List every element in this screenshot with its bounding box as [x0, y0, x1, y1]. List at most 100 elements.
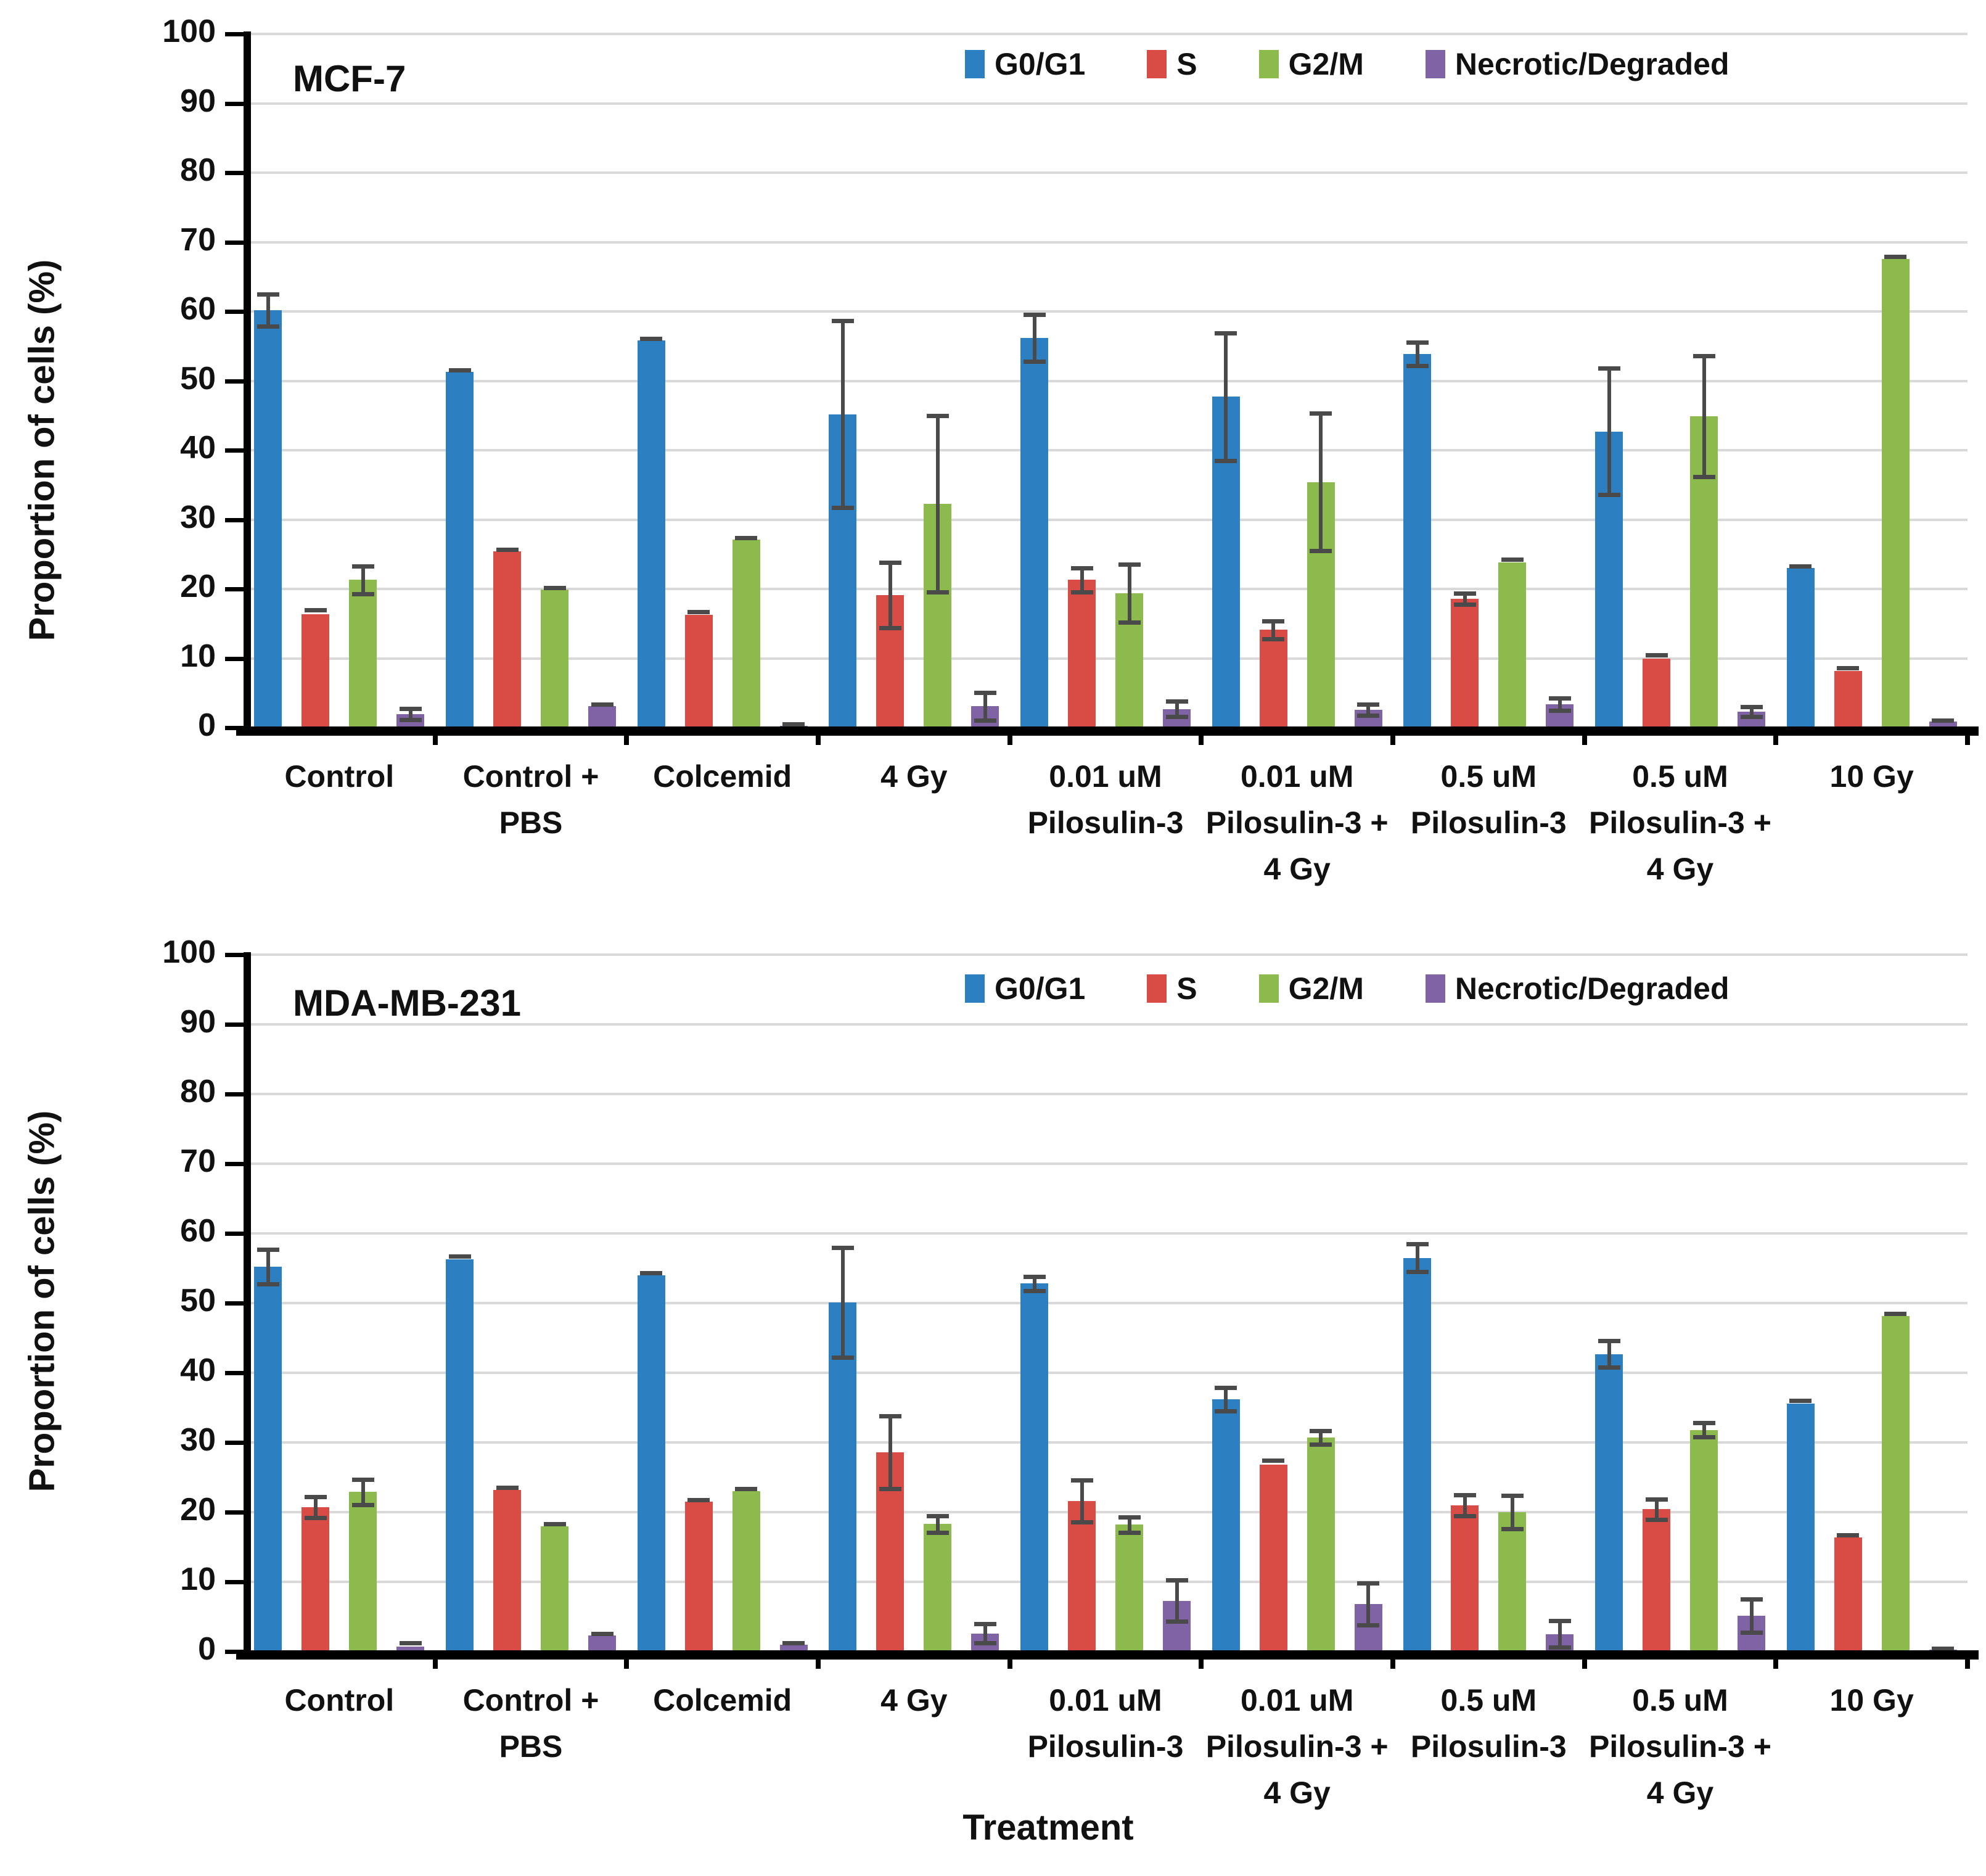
error-cap-bottom — [1357, 713, 1380, 718]
error-line — [1415, 1243, 1419, 1272]
gridline-20 — [244, 1511, 1968, 1513]
category-label-0-5-um-pilosulin-3-4-gy: 0.5 uM Pilosulin-3 + 4 Gy — [1589, 759, 1771, 886]
error-line — [1271, 620, 1276, 639]
error-cap-top — [687, 610, 710, 615]
bar-g0-g1-colcemid — [637, 340, 665, 728]
category-label-control: Control — [284, 1683, 395, 1718]
category-label-4-gy: 4 Gy — [880, 759, 948, 794]
error-line — [935, 415, 940, 592]
bar-g0-g1-control — [254, 310, 282, 728]
error-line — [1080, 568, 1084, 592]
category-label-0-5-um-pilosulin-3: 0.5 uM Pilosulin-3 — [1410, 1683, 1567, 1764]
category-label-0-01-um-pilosulin-3: 0.01 uM Pilosulin-3 — [1027, 759, 1184, 840]
error-cap-bottom — [831, 506, 854, 511]
x-tick-3 — [816, 1652, 821, 1669]
error-cap-bottom — [879, 626, 901, 630]
error-cap-top — [735, 535, 758, 540]
error-cap-bottom — [1023, 1288, 1046, 1293]
error-cap-top — [640, 1271, 663, 1276]
y-tick-100 — [225, 953, 244, 957]
error-cap-bottom — [926, 590, 949, 594]
y-axis-title-bottom: Proportion of cells (%) — [22, 1110, 62, 1492]
error-line — [408, 708, 412, 720]
error-cap-bottom — [1693, 1434, 1715, 1439]
error-line — [1032, 1277, 1036, 1291]
x-tick-7 — [1582, 728, 1587, 745]
error-cap-bottom — [879, 1486, 901, 1491]
x-tick-4 — [1007, 728, 1012, 745]
error-line — [361, 566, 365, 594]
error-cap-bottom — [1406, 363, 1429, 368]
error-line — [1032, 314, 1036, 361]
error-cap-bottom — [1453, 602, 1476, 607]
error-line — [1224, 1387, 1228, 1412]
y-tick-80 — [225, 171, 244, 175]
y-axis-title-top: Proportion of cells (%) — [22, 259, 62, 641]
error-line — [1224, 332, 1228, 461]
category-label-0-01-um-pilosulin-3-4-gy: 0.01 uM Pilosulin-3 + 4 Gy — [1205, 759, 1389, 886]
y-tick-label-90: 90 — [180, 83, 216, 119]
error-line — [1175, 1579, 1179, 1622]
gridline-10 — [244, 657, 1968, 660]
error-cap-bottom — [351, 591, 374, 596]
chart-mcf7: 0 10 20 30 40 50 60 70 80 90 100 Control Control + P… — [0, 0, 1986, 925]
error-cap-bottom — [1453, 1513, 1476, 1518]
category-label-0-01-um-pilosulin-3: 0.01 uM Pilosulin-3 — [1027, 1683, 1184, 1764]
gridline-60 — [244, 310, 1968, 313]
error-line — [1702, 1423, 1706, 1437]
error-cap-top — [1837, 666, 1860, 671]
y-tick-10 — [225, 656, 244, 661]
bar-g2-m-10-gy — [1881, 258, 1910, 728]
category-label-colcemid: Colcemid — [653, 1683, 792, 1718]
error-cap-top — [1501, 557, 1524, 562]
legend-swatch-necrotic-degraded-icon — [1425, 50, 1445, 78]
legend-swatch-g0-g1-icon — [965, 50, 985, 78]
gridline-90 — [244, 1023, 1968, 1026]
error-cap-top — [448, 1254, 471, 1259]
category-label-control: Control — [284, 759, 395, 794]
bar-necrotic-degraded-10-gy — [1929, 721, 1957, 728]
category-label-0-01-um-pilosulin-3-4-gy: 0.01 uM Pilosulin-3 + 4 Gy — [1205, 1683, 1389, 1810]
gridline-60 — [244, 1232, 1968, 1235]
error-line — [266, 1249, 270, 1285]
legend-item-g2-m: G2/M — [1258, 971, 1364, 1006]
category-label-4-gy: 4 Gy — [880, 1683, 948, 1718]
gridline-80 — [244, 171, 1968, 174]
error-line — [1175, 701, 1179, 717]
bar-s-colcemid — [684, 614, 713, 728]
y-tick-label-40: 40 — [180, 1352, 216, 1388]
bar-g0-g1-colcemid — [637, 1275, 665, 1652]
y-tick-60 — [225, 310, 244, 314]
x-tick-6 — [1390, 728, 1395, 745]
legend-mcf-7: G0/G1 S G2/M Necrotic/Degraded — [965, 46, 1730, 82]
error-cap-top — [1789, 1399, 1812, 1404]
y-tick-label-80: 80 — [180, 152, 216, 188]
category-label-10-gy: 10 Gy — [1829, 759, 1914, 794]
error-line — [1749, 1599, 1754, 1633]
gridline-30 — [244, 518, 1968, 521]
error-cap-top — [1262, 1458, 1285, 1463]
error-cap-bottom — [926, 1530, 949, 1535]
error-cap-bottom — [1501, 1527, 1524, 1532]
error-cap-top — [399, 1641, 422, 1646]
y-tick-label-30: 30 — [180, 499, 216, 535]
bar-necrotic-degraded-colcemid — [779, 1644, 808, 1652]
error-cap-bottom — [974, 1641, 996, 1646]
error-line — [1319, 413, 1323, 551]
error-line — [1557, 697, 1562, 710]
bar-g2-m-10-gy — [1881, 1316, 1910, 1652]
legend-label-s: S — [1176, 971, 1197, 1006]
bar-s-0-01-um-pilosulin-3-4-gy — [1259, 1465, 1287, 1652]
x-axis-line — [236, 726, 1979, 736]
gridline-40 — [244, 1372, 1968, 1374]
error-cap-bottom — [1165, 1619, 1188, 1624]
error-line — [1415, 342, 1419, 366]
y-tick-10 — [225, 1580, 244, 1584]
error-line — [888, 1416, 892, 1489]
bar-s-colcemid — [684, 1502, 713, 1652]
y-tick-30 — [225, 1441, 244, 1445]
gridline-20 — [244, 588, 1968, 590]
y-tick-100 — [225, 32, 244, 36]
x-tick-1 — [432, 728, 438, 745]
bar-g0-g1-0-01-um-pilosulin-3-4-gy — [1212, 1399, 1240, 1652]
